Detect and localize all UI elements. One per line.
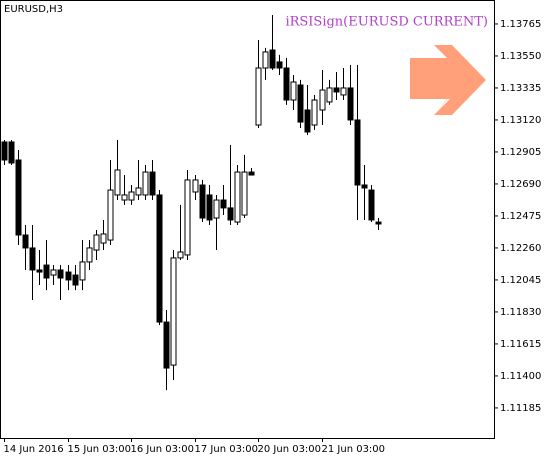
candle-body (311, 99, 318, 126)
candle-body (121, 194, 128, 201)
x-tick-label: 15 Jun 03:00 (68, 444, 132, 455)
candle-body (326, 87, 333, 103)
x-tick-label: 20 Jun 03:00 (258, 444, 322, 455)
candle-body (255, 67, 262, 126)
candle-body (86, 247, 93, 263)
candle-body (128, 191, 135, 201)
candle-body (22, 234, 29, 249)
candle-body (72, 274, 79, 286)
y-tick-label: 1.11830 (500, 307, 541, 318)
candle-body (234, 171, 241, 223)
y-tick-label: 1.12690 (500, 179, 541, 190)
candle-body (297, 84, 304, 123)
candle-body (184, 179, 191, 256)
candle-body (135, 187, 142, 196)
candle-body (100, 233, 107, 244)
x-tick-label: 17 Jun 03:00 (195, 444, 259, 455)
candle-body (276, 61, 283, 69)
candle-body (206, 194, 213, 221)
candle-body (29, 247, 36, 271)
candle-body (93, 234, 100, 251)
candle-body (163, 321, 170, 369)
y-tick-label: 1.12905 (500, 147, 541, 158)
candle-body (269, 49, 276, 69)
candle-body (177, 251, 184, 259)
candle-body (361, 184, 368, 189)
candle-body (15, 159, 22, 236)
candle-body (199, 184, 206, 219)
candle-body (319, 89, 326, 111)
candle-body (107, 189, 114, 241)
y-tick-label: 1.12045 (500, 275, 541, 286)
chart-title: EURUSD,H3 (4, 4, 63, 15)
candle-body (8, 141, 15, 164)
candle-body (283, 67, 290, 101)
candle-body (79, 261, 86, 281)
indicator-label: iRSISign(EURUSD CURRENT) (285, 15, 488, 30)
candle-body (248, 171, 255, 176)
candle-body (36, 269, 43, 273)
y-tick-label: 1.11185 (500, 403, 541, 414)
candle-body (170, 257, 177, 366)
candle-body (340, 87, 347, 96)
candle-body (142, 171, 149, 196)
arrow-icon (410, 45, 486, 115)
candle-body (304, 109, 311, 133)
x-tick-label: 14 Jun 2016 (4, 444, 64, 455)
y-tick-label: 1.13120 (500, 115, 541, 126)
candle-body (354, 119, 361, 186)
x-tick-label: 16 Jun 03:00 (131, 444, 195, 455)
candle-body (375, 221, 382, 225)
candle-body (50, 269, 57, 276)
candle-body (43, 264, 50, 279)
candle-body (347, 87, 354, 121)
candle-body (213, 199, 220, 219)
candle-body (1, 141, 8, 161)
y-tick-label: 1.12475 (500, 211, 541, 222)
candle-body (114, 169, 121, 196)
y-tick-label: 1.13335 (500, 83, 541, 94)
candle-body (57, 269, 64, 279)
y-tick-label: 1.11615 (500, 339, 541, 350)
candle-body (241, 171, 248, 216)
candle-body (220, 199, 227, 209)
candle-body (290, 81, 297, 101)
candle-body (156, 194, 163, 323)
candle-body (262, 51, 269, 69)
candle-body (368, 189, 375, 221)
y-tick-label: 1.13765 (500, 19, 541, 30)
candle-body (192, 179, 199, 193)
y-tick-label: 1.13550 (500, 51, 541, 62)
candle-body (149, 171, 156, 196)
y-tick-label: 1.12260 (500, 243, 541, 254)
candle-body (65, 271, 72, 281)
candle-body (333, 87, 340, 93)
x-tick-label: 21 Jun 03:00 (322, 444, 386, 455)
candle-body (227, 207, 234, 221)
y-tick-label: 1.11400 (500, 371, 541, 382)
